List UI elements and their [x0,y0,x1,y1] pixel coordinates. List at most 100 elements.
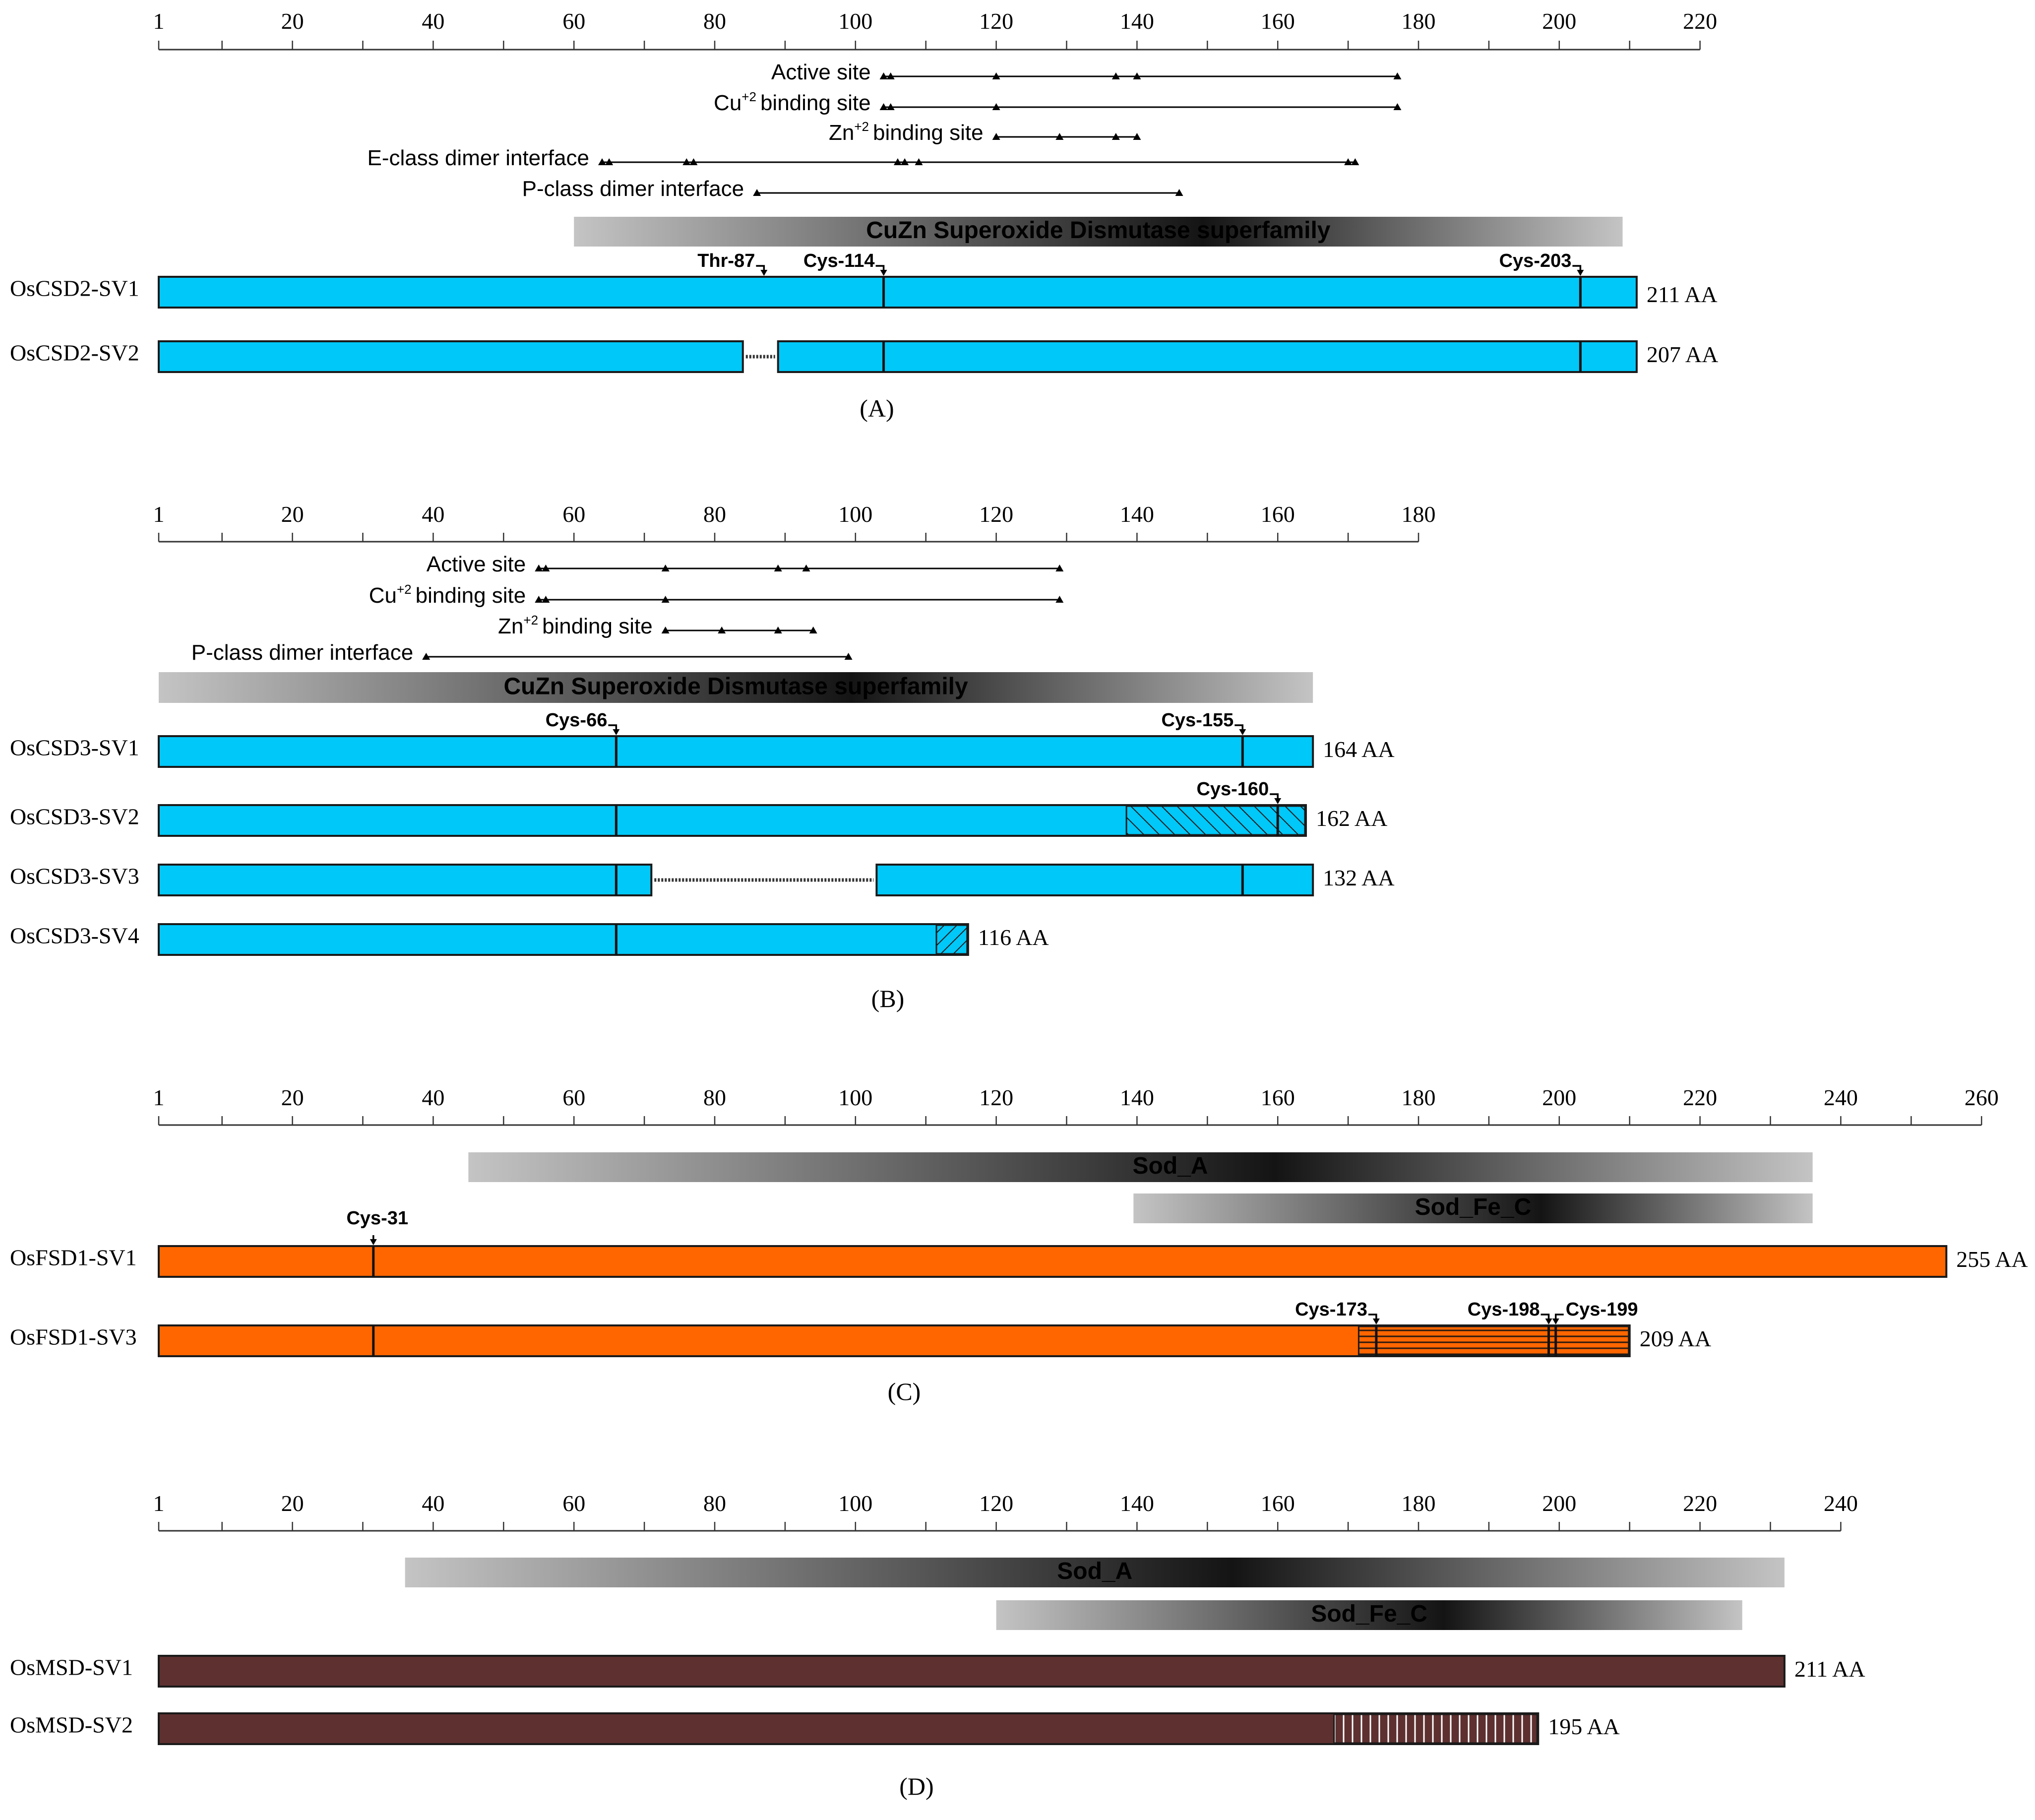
axis-tick-label: 20 [281,8,304,34]
site-marker [598,158,606,165]
arrow-icon [1274,798,1282,804]
axis-tick-label: 180 [1402,1491,1436,1516]
site-label: Cu+2 binding site [369,582,526,608]
arrow-icon [1239,729,1246,735]
domain-bar: Sod_Fe_C [996,1600,1742,1630]
axis-tick-label: 220 [1683,8,1717,34]
site-marker [1055,596,1064,603]
domain-label: Sod_A [1057,1558,1132,1584]
axis-tick-label: 140 [1120,1085,1154,1110]
length-label: 162 AA [1316,806,1387,831]
domain-fill [1133,1193,1813,1223]
site-track: Cu+2 binding site [369,582,1064,608]
axis-tick-label: 40 [422,1491,444,1516]
domain-bar: Sod_Fe_C [1133,1193,1813,1223]
site-marker [661,596,670,603]
domain-label: CuZn Superoxide Dismutase superfamily [866,217,1331,244]
axis: 1 20 40 60 80 100 120 140 160 180 200 220 240 260 [153,1085,1999,1126]
residue-marker: Cys-203 [1499,251,1584,276]
length-label: 207 AA [1647,342,1718,367]
site-marker [542,565,550,571]
axis-tick-label: 120 [979,502,1013,527]
axis-tick-label: 260 [1965,1085,1999,1110]
isoform-row: OsCSD3-SV1 Cys-66 Cys-155 164 AA [10,710,1395,768]
site-marker [844,653,853,660]
site-marker [774,627,782,633]
domain-fill [996,1600,1742,1630]
axis: 1 20 40 60 80 100 120 140 160 180 [153,502,1436,543]
axis-tick-label: 1 [153,502,165,527]
domain-fill [405,1558,1785,1587]
axis-tick-label: 60 [562,1491,585,1516]
axis-tick-label: 180 [1402,8,1436,34]
site-label: Active site [427,552,526,576]
axis-tick-label: 100 [838,1491,872,1516]
panel-c: 1 20 40 60 80 100 120 140 160 180 200 220 240 260Sod_… [10,1085,2028,1405]
residue-marker: Cys-114 [803,251,887,276]
site-track: Zn+2 binding site [829,119,1141,145]
site-marker [992,133,1000,140]
site-marker [886,103,895,110]
arrow-icon [613,729,620,735]
isoform-name: OsMSD-SV2 [10,1712,133,1737]
site-label: Active site [771,60,871,84]
arrow-icon [1545,1318,1552,1324]
site-marker [1111,133,1120,140]
site-label: Cu+2 binding site [714,89,871,115]
length-label: 116 AA [978,925,1049,950]
arrow-icon [880,270,887,276]
axis-tick-label: 40 [422,1085,444,1110]
isoform-segment [158,340,744,373]
isoform-name: OsCSD3-SV2 [10,804,139,829]
arrow-icon [370,1239,377,1245]
axis-tick-label: 160 [1261,1085,1295,1110]
arrow-icon [760,270,768,276]
residue-marker: Cys-31 [346,1208,408,1245]
site-track: Cu+2 binding site [714,89,1402,115]
site-marker [1175,189,1183,196]
site-marker [1393,72,1402,79]
residue-label: Cys-198 [1468,1299,1540,1320]
axis: 1 20 40 60 80 100 120 140 160 180 200 220 240 [153,1491,1858,1532]
site-marker [1351,158,1359,165]
site-label: Zn+2 binding site [829,119,984,145]
arrow-icon [1552,1318,1559,1324]
site-label: P-class dimer interface [191,640,413,665]
panel-label: (D) [899,1772,933,1800]
axis-tick-label: 1 [153,8,165,34]
isoform-name: OsFSD1-SV1 [10,1245,137,1270]
domain-fill [468,1152,1813,1182]
site-marker [1393,103,1402,110]
hatched-region [935,924,968,955]
isoform-row: OsMSD-SV1 211 AA [10,1654,1865,1688]
site-marker [605,158,614,165]
isoform-segment [875,864,1314,896]
hatched-region [1125,805,1306,836]
arrow-icon [1577,270,1584,276]
isoform-row: OsCSD3-SV4 116 AA [10,923,1049,956]
axis-tick-label: 1 [153,1491,165,1516]
axis-tick-label: 80 [703,1491,726,1516]
residue-label: Cys-199 [1566,1299,1638,1320]
domain-label: CuZn Superoxide Dismutase superfamily [503,674,968,700]
isoform-segment [158,864,653,896]
length-label: 209 AA [1640,1326,1711,1351]
site-marker [542,596,550,603]
residue-marker: Cys-160 [1196,779,1282,804]
axis-tick-label: 20 [281,1085,304,1110]
axis-tick-label: 240 [1824,1491,1858,1516]
isoform-name: OsFSD1-SV3 [10,1324,137,1349]
isoform-segment [158,276,1638,309]
axis-tick-label: 100 [838,1085,872,1110]
axis-tick-label: 160 [1261,8,1295,34]
site-track: E-class dimer interface [367,146,1359,170]
residue-marker: Cys-173 [1295,1299,1380,1324]
site-marker [886,72,895,79]
isoform-segment [777,340,1638,373]
site-track: Zn+2 binding site [498,613,817,638]
site-label: P-class dimer interface [522,177,744,201]
site-marker [1055,565,1064,571]
